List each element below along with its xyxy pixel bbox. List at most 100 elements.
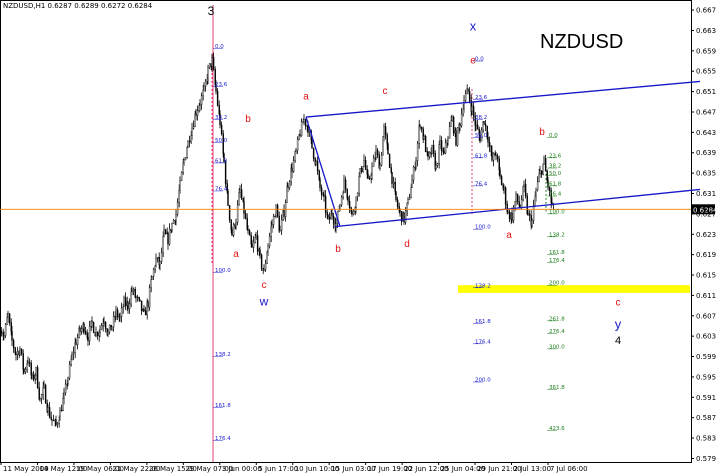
fib-level-label: 38.2 xyxy=(549,164,561,170)
candle-body xyxy=(287,186,289,188)
candle-body xyxy=(464,93,467,101)
candle-body xyxy=(192,126,195,129)
candle-body xyxy=(543,158,545,165)
candle-body xyxy=(108,324,111,333)
y-tick-label: 0.6475 xyxy=(696,108,716,116)
candle-body xyxy=(499,169,501,177)
fib-level-label: 200.0 xyxy=(549,281,565,287)
candle-body xyxy=(255,235,257,238)
symbol-label: NZDUSD xyxy=(540,31,623,53)
candle-body xyxy=(31,374,33,376)
fib-level-label: 23.6 xyxy=(215,82,228,88)
candle-body xyxy=(263,269,265,271)
candle-body xyxy=(152,268,155,277)
candle-body xyxy=(199,104,201,107)
candle-body xyxy=(348,200,351,208)
candle-body xyxy=(96,332,99,336)
candle-body xyxy=(312,147,315,159)
candle-body xyxy=(320,187,323,195)
candle-body xyxy=(76,337,79,345)
candle-body xyxy=(246,217,248,230)
candle-body xyxy=(4,324,7,336)
candle-body xyxy=(368,178,371,180)
candle-body xyxy=(383,126,385,137)
candle-body xyxy=(431,144,433,154)
x-tick-label: 10 Jun 10:00 xyxy=(295,465,339,473)
wave-label: a xyxy=(303,91,309,102)
candle-body xyxy=(75,342,77,345)
candle-body xyxy=(240,189,243,199)
candle-body xyxy=(303,118,305,123)
candle-body xyxy=(403,212,405,223)
candle-body xyxy=(536,181,539,191)
fib-level-label: 100.0 xyxy=(475,225,491,231)
candle-body xyxy=(74,342,76,353)
candle-body xyxy=(327,214,329,218)
candle-body xyxy=(136,296,139,298)
candle-body xyxy=(522,186,524,201)
candle-body xyxy=(270,226,272,237)
candle-body xyxy=(100,325,103,330)
candle-body xyxy=(496,155,499,160)
candle-body xyxy=(428,151,431,157)
candle-body xyxy=(47,407,49,412)
candle-body xyxy=(19,348,21,356)
candle-body xyxy=(27,361,29,364)
candle-body xyxy=(28,361,31,364)
candle-body xyxy=(283,210,285,217)
candle-body xyxy=(250,235,252,245)
candle-body xyxy=(102,323,104,326)
candle-body xyxy=(30,362,32,376)
wave-label: a xyxy=(233,249,239,260)
channel-line-lower xyxy=(334,188,701,228)
wave-label: e xyxy=(470,56,476,67)
candle-body xyxy=(83,323,85,332)
candle-body xyxy=(268,236,271,247)
candle-body xyxy=(278,215,280,232)
candle-body xyxy=(182,162,184,173)
candle-body xyxy=(156,257,159,259)
candle-body xyxy=(462,108,464,115)
candle-body xyxy=(160,252,163,262)
candle-body xyxy=(120,307,123,317)
candle-body xyxy=(526,195,528,214)
y-axis: 0.6675 0.6635 0.6595 0.6555 0.6515 0.6475 0.64… xyxy=(691,7,716,463)
candle-body xyxy=(495,155,497,157)
candle-body xyxy=(391,172,393,184)
candle-body xyxy=(68,364,71,379)
candle-body xyxy=(16,351,19,355)
candle-body xyxy=(382,136,384,156)
candle-body xyxy=(26,363,28,370)
candle-body xyxy=(130,291,132,305)
x-tick-label: 29 May 07:00 xyxy=(185,465,233,473)
candle-body xyxy=(187,140,189,148)
candle-body xyxy=(207,67,209,80)
candle-body xyxy=(347,197,349,202)
candle-body xyxy=(446,140,448,144)
wave-label: w xyxy=(259,295,269,309)
candle-body xyxy=(88,326,91,342)
candle-body xyxy=(244,213,247,219)
candle-body xyxy=(538,173,540,182)
candle-body xyxy=(335,223,337,228)
fib-level-label: 100.0 xyxy=(215,268,231,274)
candle-body xyxy=(456,127,459,146)
x-tick-label: 29 Jun 21:00 xyxy=(477,465,521,473)
candle-body xyxy=(140,300,143,312)
candle-body xyxy=(138,297,140,301)
candle-body xyxy=(420,127,423,130)
candle-body xyxy=(214,68,216,85)
candle-body xyxy=(211,57,213,67)
candle-body xyxy=(147,301,149,308)
candle-body xyxy=(0,325,1,332)
wave-label: c xyxy=(616,298,621,309)
candle-body xyxy=(215,84,217,92)
fib-level-label: 0.0 xyxy=(215,44,224,50)
candle-body xyxy=(232,224,235,236)
candle-body xyxy=(411,179,413,188)
candle-body xyxy=(279,230,281,232)
candle-body xyxy=(190,135,192,143)
